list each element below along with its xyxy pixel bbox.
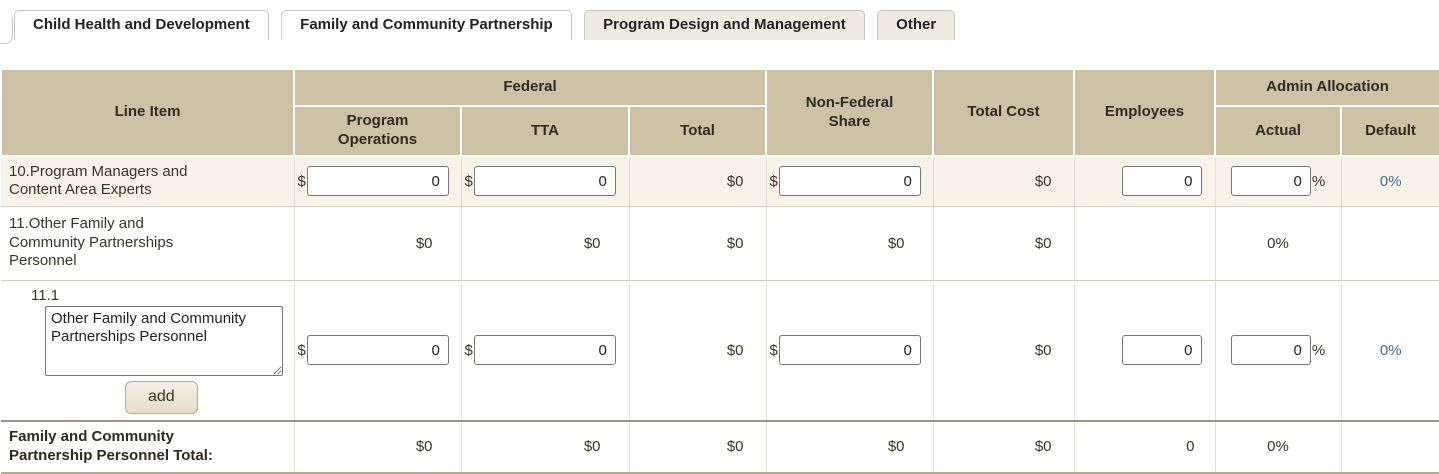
- total-employees: 0: [1073, 420, 1215, 473]
- row11-default-admin: [1340, 206, 1439, 280]
- row11-label: 11.Other Family and Community Partnershi…: [9, 214, 174, 270]
- row11-1-actual-admin-input[interactable]: [1230, 335, 1311, 365]
- row11-1-employees-input[interactable]: [1121, 335, 1202, 365]
- header-federal: Federal: [293, 68, 767, 107]
- row10-label: 10.Program Managers and Content Area Exp…: [9, 162, 188, 199]
- row10-total-cost: $0: [932, 156, 1074, 206]
- row11-total-cost: $0: [932, 206, 1074, 280]
- header-program-operations: Program Operations: [293, 105, 462, 157]
- row10-tta-input[interactable]: [473, 166, 616, 197]
- tab-other[interactable]: Other: [877, 10, 956, 40]
- header-default: Default: [1340, 105, 1439, 157]
- row11-program-operations: $0: [293, 206, 461, 280]
- header-admin-allocation: Admin Allocation: [1214, 68, 1439, 107]
- row11-tta: $0: [460, 206, 629, 280]
- header-actual: Actual: [1214, 105, 1342, 157]
- total-default-admin: [1340, 420, 1439, 473]
- row11-1-program-operations-input[interactable]: [306, 335, 449, 365]
- percent-symbol: %: [1311, 172, 1326, 190]
- row10-employees-input[interactable]: [1121, 166, 1202, 197]
- tab-strip-edge: [0, 17, 13, 44]
- tab-child-health-and-development[interactable]: Child Health and Development: [14, 10, 269, 40]
- row11-1-number: 11.1: [31, 286, 60, 304]
- header-non-federal-share: Non-Federal Share: [765, 68, 934, 157]
- currency-symbol: $: [769, 341, 778, 359]
- row11-non-federal-share: $0: [765, 206, 933, 280]
- header-total: Total: [628, 105, 767, 157]
- table-row-10: 10.Program Managers and Content Area Exp…: [1, 156, 1439, 206]
- currency-symbol: $: [464, 341, 473, 359]
- percent-symbol: %: [1311, 341, 1326, 359]
- row11-1-tta-input[interactable]: [473, 335, 616, 365]
- row10-actual-admin-input[interactable]: [1230, 166, 1311, 197]
- header-tta: TTA: [460, 105, 630, 157]
- table-row-11: 11.Other Family and Community Partnershi…: [1, 206, 1439, 280]
- tab-family-and-community-partnership[interactable]: Family and Community Partnership: [281, 10, 572, 40]
- header-employees: Employees: [1073, 68, 1216, 157]
- currency-symbol: $: [769, 172, 778, 190]
- row11-1-default-admin-link[interactable]: 0%: [1379, 341, 1402, 359]
- row11-federal-total: $0: [628, 206, 766, 280]
- row11-1-description-textarea[interactable]: Other Family and Community Partnerships …: [45, 305, 283, 376]
- tab-bar: Child Health and Development Family and …: [0, 0, 1439, 44]
- total-federal-total: $0: [628, 420, 766, 473]
- table-header: Line Item Federal Non-Federal Share Tota…: [0, 68, 1439, 157]
- row11-1-total-cost: $0: [932, 280, 1074, 421]
- table-row-total: Family and Community Partnership Personn…: [1, 420, 1439, 473]
- currency-symbol: $: [297, 341, 306, 359]
- add-button[interactable]: add: [125, 380, 198, 414]
- tab-program-design-and-management[interactable]: Program Design and Management: [584, 10, 865, 40]
- row11-1-non-federal-share-input[interactable]: [778, 335, 921, 365]
- total-actual-admin: 0%: [1214, 420, 1341, 473]
- total-row-label: Family and Community Partnership Personn…: [9, 427, 213, 464]
- table-row-11-1: 11.1 Other Family and Community Partners…: [1, 280, 1439, 421]
- budget-table: Line Item Federal Non-Federal Share Tota…: [0, 68, 1439, 474]
- total-total-cost: $0: [932, 420, 1074, 473]
- row10-default-admin-link[interactable]: 0%: [1379, 172, 1402, 190]
- currency-symbol: $: [464, 172, 473, 190]
- total-program-operations: $0: [293, 420, 461, 473]
- row10-program-operations-input[interactable]: [306, 166, 449, 197]
- header-total-cost: Total Cost: [932, 68, 1075, 157]
- row10-federal-total: $0: [628, 156, 766, 206]
- currency-symbol: $: [297, 172, 306, 190]
- total-tta: $0: [460, 420, 629, 473]
- row11-employees: [1073, 206, 1215, 280]
- row10-non-federal-share-input[interactable]: [778, 166, 921, 197]
- row11-1-federal-total: $0: [628, 280, 766, 421]
- row11-actual-admin: 0%: [1214, 206, 1341, 280]
- total-non-federal-share: $0: [765, 420, 933, 473]
- header-line-item: Line Item: [0, 68, 295, 157]
